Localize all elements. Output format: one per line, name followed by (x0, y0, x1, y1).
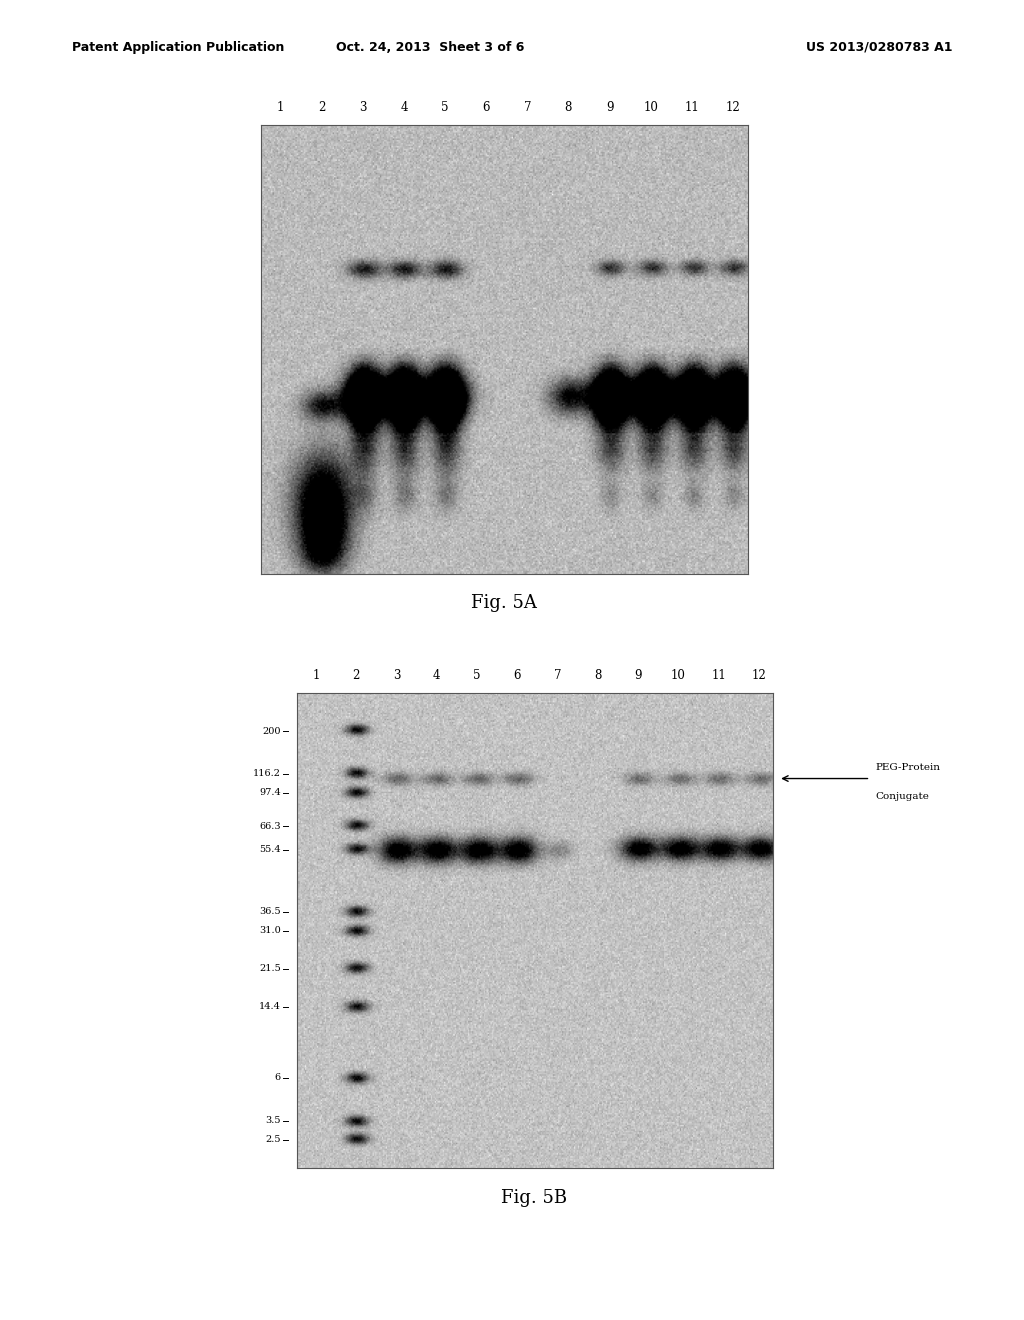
Text: 36.5: 36.5 (259, 907, 281, 916)
Text: 5: 5 (473, 669, 481, 681)
Text: 12: 12 (752, 669, 766, 681)
Text: Fig. 5B: Fig. 5B (502, 1189, 567, 1208)
Text: 3: 3 (393, 669, 400, 681)
Text: 2.5: 2.5 (265, 1135, 281, 1144)
Text: Conjugate: Conjugate (876, 792, 930, 801)
Text: 9: 9 (606, 102, 613, 114)
Text: 66.3: 66.3 (259, 821, 281, 830)
Text: 4: 4 (433, 669, 440, 681)
Text: 4: 4 (400, 102, 408, 114)
Text: 3: 3 (359, 102, 367, 114)
Text: 55.4: 55.4 (259, 845, 281, 854)
Text: 6: 6 (514, 669, 521, 681)
Text: 200: 200 (262, 726, 281, 735)
Text: 97.4: 97.4 (259, 788, 281, 797)
Text: 11: 11 (684, 102, 699, 114)
Text: 9: 9 (634, 669, 642, 681)
Text: US 2013/0280783 A1: US 2013/0280783 A1 (806, 41, 952, 54)
Text: 7: 7 (554, 669, 561, 681)
Text: 2: 2 (352, 669, 360, 681)
Text: 8: 8 (565, 102, 572, 114)
Text: 10: 10 (671, 669, 686, 681)
Text: 116.2: 116.2 (253, 770, 281, 779)
Text: 1: 1 (276, 102, 285, 114)
Text: Fig. 5A: Fig. 5A (471, 594, 537, 612)
Text: 6: 6 (274, 1073, 281, 1082)
Text: 8: 8 (594, 669, 601, 681)
Text: 7: 7 (523, 102, 531, 114)
Text: 12: 12 (726, 102, 740, 114)
Text: 21.5: 21.5 (259, 964, 281, 973)
Text: Oct. 24, 2013  Sheet 3 of 6: Oct. 24, 2013 Sheet 3 of 6 (336, 41, 524, 54)
Text: PEG-Protein: PEG-Protein (876, 763, 940, 772)
Text: 3.5: 3.5 (265, 1117, 281, 1125)
Text: 1: 1 (312, 669, 319, 681)
Text: 10: 10 (643, 102, 658, 114)
Text: 11: 11 (712, 669, 726, 681)
Text: 5: 5 (441, 102, 449, 114)
Text: 6: 6 (482, 102, 489, 114)
Text: 2: 2 (318, 102, 326, 114)
Text: Patent Application Publication: Patent Application Publication (72, 41, 284, 54)
Text: 31.0: 31.0 (259, 927, 281, 935)
Text: 14.4: 14.4 (259, 1002, 281, 1011)
